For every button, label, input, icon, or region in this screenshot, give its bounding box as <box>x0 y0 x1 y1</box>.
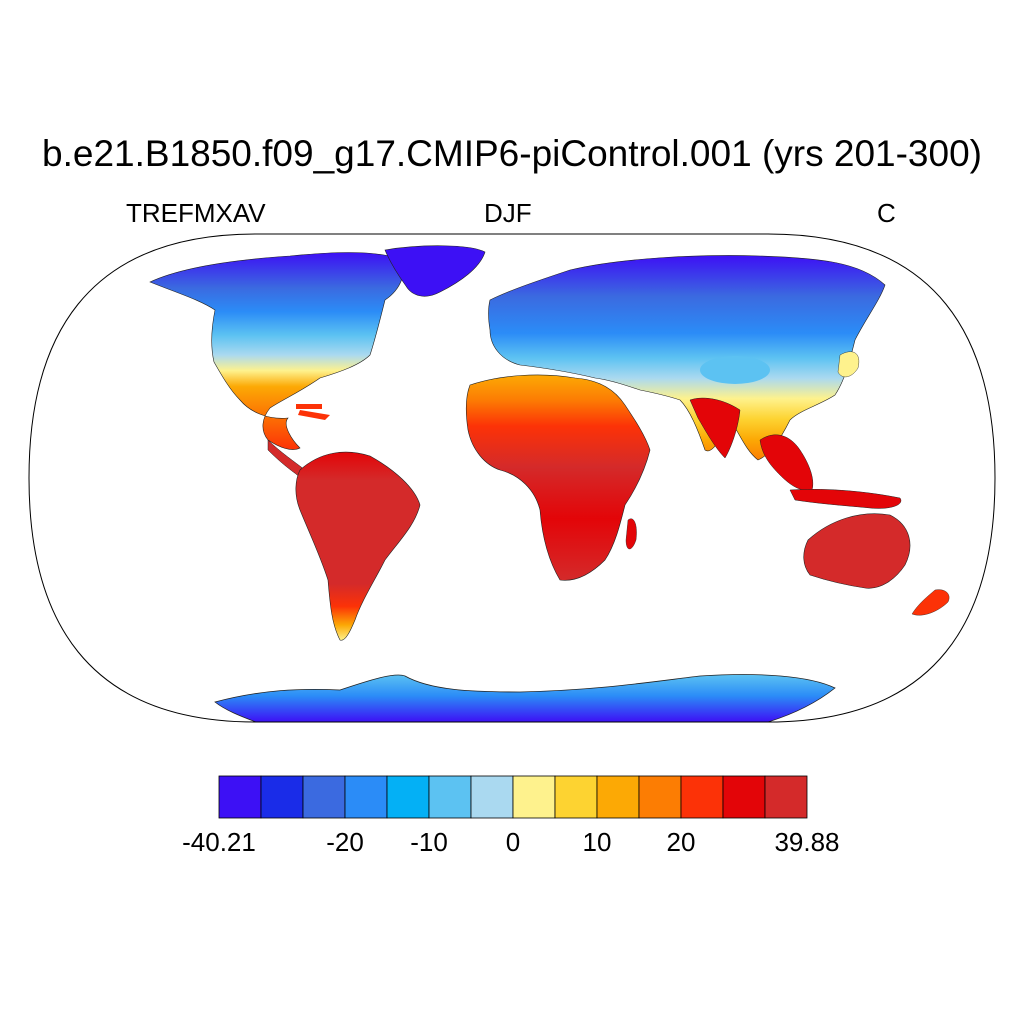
colorbar-swatch <box>260 775 304 819</box>
colorbar-tick-label: 20 <box>667 827 696 857</box>
colorbar-tick-label: -20 <box>326 827 364 857</box>
colorbar-swatch <box>680 775 724 819</box>
units-label: C <box>877 198 896 228</box>
colorbar-tick-label: 10 <box>583 827 612 857</box>
colorbar-tick-label: -40.21 <box>182 827 256 857</box>
australia <box>803 513 911 589</box>
tibetan-plateau <box>700 356 770 384</box>
madagascar <box>625 518 637 550</box>
cuba <box>296 404 322 409</box>
colorbar-swatch <box>386 775 430 819</box>
antarctica <box>214 674 836 722</box>
indonesia <box>789 489 902 509</box>
colorbar-tick-label: -10 <box>410 827 448 857</box>
colorbar-swatch <box>218 775 262 819</box>
colorbar-swatch <box>554 775 598 819</box>
eurasia <box>488 255 886 461</box>
caribbean-islands <box>298 410 330 420</box>
plot-title: b.e21.B1850.f09_g17.CMIP6-piControl.001 … <box>42 133 982 174</box>
colorbar-swatch <box>302 775 346 819</box>
north-america <box>149 252 404 450</box>
india <box>689 397 741 459</box>
map-frame <box>28 233 996 723</box>
colorbar: -40.21 -20 -10 0 10 20 39.88 <box>182 775 840 857</box>
colorbar-swatch <box>428 775 472 819</box>
colorbar-swatch <box>344 775 388 819</box>
variable-label: TREFMXAV <box>126 198 266 228</box>
colorbar-swatch <box>764 775 808 819</box>
south-america <box>295 451 421 641</box>
colorbar-swatch <box>470 775 514 819</box>
map-land-layer <box>149 245 950 722</box>
colorbar-tick-label: 39.88 <box>774 827 839 857</box>
colorbar-swatch <box>638 775 682 819</box>
greenland <box>384 245 486 297</box>
africa <box>465 374 651 581</box>
colorbar-swatch <box>596 775 640 819</box>
colorbar-swatch <box>512 775 556 819</box>
season-label: DJF <box>484 198 532 228</box>
new-zealand <box>911 589 950 616</box>
colorbar-tick-label: 0 <box>506 827 520 857</box>
southeast-asia <box>759 434 814 491</box>
japan <box>837 351 860 378</box>
colorbar-swatch <box>722 775 766 819</box>
